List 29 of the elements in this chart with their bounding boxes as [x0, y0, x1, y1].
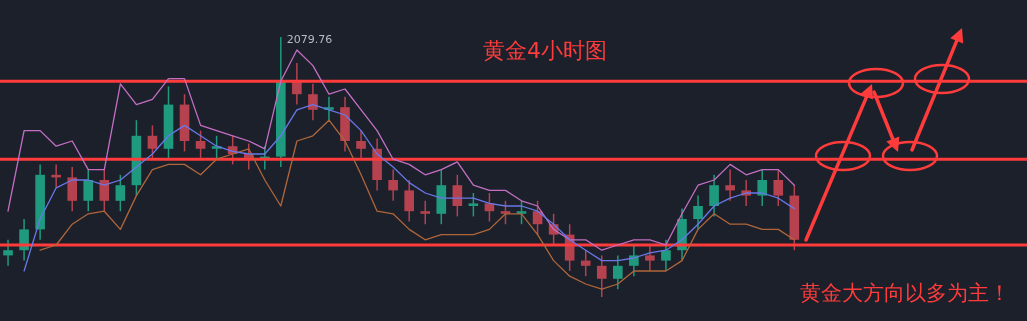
candlestick: [580, 249, 591, 277]
candlestick: [661, 239, 671, 272]
candlestick: [468, 192, 479, 218]
candlestick: [388, 168, 398, 202]
candlestick: [709, 174, 719, 218]
chart-title: 黄金4小时图: [483, 38, 607, 63]
candlestick: [596, 254, 607, 298]
candlestick: [3, 239, 13, 267]
candlestick: [612, 254, 623, 290]
candlestick: [420, 200, 431, 225]
candlestick: [725, 168, 735, 202]
candlestick: [99, 168, 110, 212]
candlestick: [67, 166, 78, 212]
candlestick: [308, 83, 318, 121]
candlestick: [324, 96, 334, 121]
candlestick: [115, 174, 126, 212]
candlestick: [195, 129, 206, 160]
candlestick: [356, 129, 366, 160]
annotation: 黄金大方向以多为主！: [800, 281, 1010, 305]
candlestick: [629, 244, 639, 277]
candlestick: [645, 244, 655, 272]
candlestick: [83, 168, 94, 212]
candlestick: [693, 194, 703, 231]
candlestick: [452, 174, 463, 218]
annotation: 2079.76: [286, 33, 333, 46]
candlestick: [757, 168, 768, 207]
candlestick: [404, 179, 415, 223]
candlestick: [773, 168, 784, 207]
candlestick: [147, 124, 158, 160]
